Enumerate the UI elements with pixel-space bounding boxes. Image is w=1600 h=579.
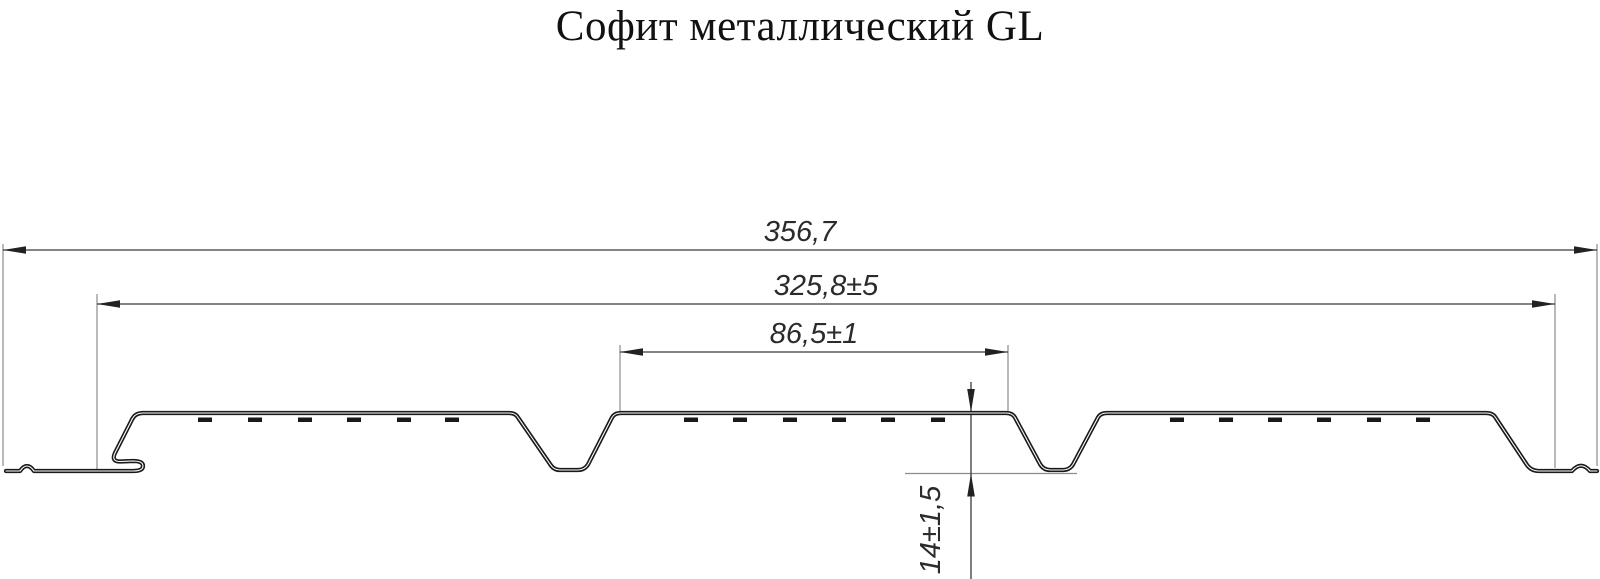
perforation-dash <box>347 417 361 422</box>
perforation-dash <box>248 417 262 422</box>
arrow-panel-left <box>620 348 643 356</box>
perforation-dash <box>1268 417 1282 422</box>
perforation-dash <box>397 417 411 422</box>
perforation-dash <box>298 417 312 422</box>
arrow-overall-left <box>3 246 26 254</box>
perforation-dash <box>881 417 895 422</box>
dimension-value-overall: 356,7 <box>764 216 838 248</box>
perforation-dash <box>1170 417 1184 422</box>
extension-lines <box>2 244 1598 475</box>
perforation-dash <box>832 417 846 422</box>
arrow-panel-right <box>985 348 1008 356</box>
dimension-value-working: 325,8±5 <box>774 270 879 302</box>
dimension-value-panel: 86,5±1 <box>770 318 859 350</box>
profile-outline-core <box>5 412 1598 472</box>
perforation-dash <box>198 417 212 422</box>
perforation-dash <box>445 417 459 422</box>
perforation-dash <box>1367 417 1381 422</box>
perforation-dashes <box>198 417 1430 422</box>
dimension-value-depth: 14±1,5 <box>915 485 947 574</box>
dimension-arrows <box>3 246 1597 497</box>
perforation-dash <box>1219 417 1233 422</box>
perforation-dash <box>1317 417 1331 422</box>
profile-outline <box>3 410 1600 474</box>
arrow-depth-bottom <box>967 473 975 497</box>
arrow-overall-right <box>1574 246 1597 254</box>
perforation-dash <box>684 417 698 422</box>
soffit-profile <box>3 410 1600 474</box>
arrow-depth-top <box>967 389 975 412</box>
perforation-dash <box>783 417 797 422</box>
arrow-working-left <box>97 300 120 308</box>
drawing-title: Софит металлический GL <box>555 3 1045 50</box>
perforation-dash <box>931 417 945 422</box>
perforation-dash <box>733 417 747 422</box>
arrow-working-right <box>1532 300 1555 308</box>
perforation-dash <box>1416 417 1430 422</box>
